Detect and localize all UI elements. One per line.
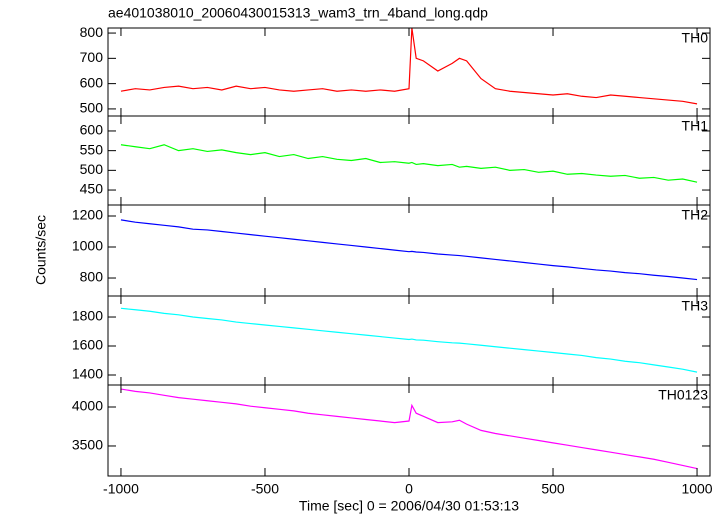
data-line bbox=[120, 28, 698, 105]
y-tick-label: 800 bbox=[80, 24, 104, 40]
y-tick-label: 800 bbox=[80, 269, 104, 285]
x-tick-label: -1000 bbox=[103, 481, 139, 497]
x-tick-label: 1000 bbox=[681, 481, 712, 497]
y-tick-label: 550 bbox=[80, 141, 104, 157]
data-line bbox=[120, 144, 698, 183]
chart-title: ae401038010_20060430015313_wam3_trn_4ban… bbox=[108, 5, 488, 21]
panel-frame bbox=[107, 204, 711, 297]
y-tick-label: 1600 bbox=[72, 337, 103, 353]
data-line bbox=[120, 307, 698, 373]
y-tick-label: 1400 bbox=[72, 366, 103, 382]
panel-label: TH3 bbox=[682, 298, 709, 314]
x-tick-label: 0 bbox=[405, 481, 413, 497]
x-tick-label: -500 bbox=[251, 481, 279, 497]
y-tick-label: 600 bbox=[80, 122, 104, 138]
y-tick-label: 1000 bbox=[72, 238, 103, 254]
y-tick-label: 1800 bbox=[72, 308, 103, 324]
panel-frame bbox=[107, 295, 711, 386]
x-tick-label: 500 bbox=[541, 481, 565, 497]
y-tick-label: 1200 bbox=[72, 207, 103, 223]
y-tick-label: 500 bbox=[80, 161, 104, 177]
y-tick-label: 450 bbox=[80, 181, 104, 197]
panel-label: TH0 bbox=[682, 30, 709, 46]
y-axis-label: Counts/sec bbox=[33, 215, 49, 285]
panel-frame bbox=[107, 115, 711, 206]
y-tick-label: 4000 bbox=[72, 398, 103, 414]
data-line bbox=[120, 388, 698, 470]
panel-frame bbox=[107, 27, 711, 117]
panel-label: TH0123 bbox=[658, 387, 708, 403]
data-line bbox=[120, 219, 698, 281]
y-tick-label: 600 bbox=[80, 74, 104, 90]
y-tick-label: 700 bbox=[80, 49, 104, 65]
panel-frame bbox=[107, 384, 711, 477]
panel-label: TH2 bbox=[682, 207, 709, 223]
panel-label: TH1 bbox=[682, 118, 709, 134]
x-axis-label: Time [sec] 0 = 2006/04/30 01:53:13 bbox=[299, 498, 519, 514]
y-tick-label: 500 bbox=[80, 100, 104, 116]
y-tick-label: 3500 bbox=[72, 437, 103, 453]
